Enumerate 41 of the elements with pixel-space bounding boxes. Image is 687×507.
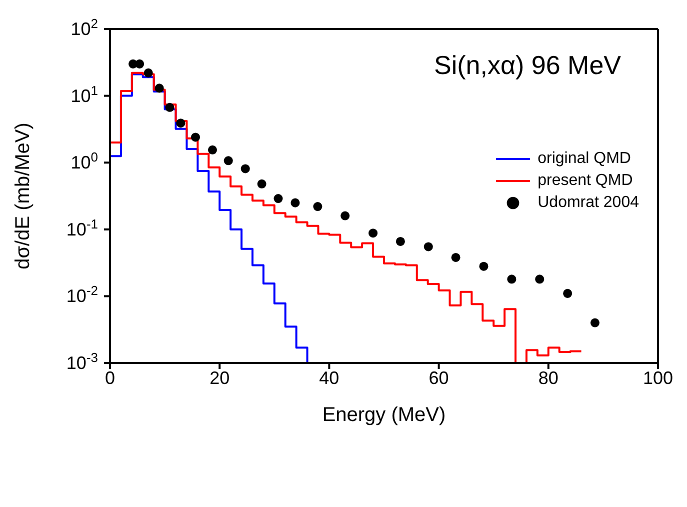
legend-label: Udomrat 2004 bbox=[538, 194, 639, 212]
point bbox=[144, 68, 153, 78]
point bbox=[313, 202, 322, 212]
x-tick-label: 20 bbox=[210, 368, 230, 388]
x-tick-label: 100 bbox=[642, 368, 674, 388]
point bbox=[479, 262, 488, 271]
x-tick-label: 40 bbox=[319, 368, 340, 388]
point bbox=[190, 132, 200, 142]
x-tick-label: 0 bbox=[104, 368, 116, 388]
point bbox=[535, 274, 544, 284]
point bbox=[507, 274, 516, 284]
point bbox=[240, 164, 250, 174]
point bbox=[165, 102, 174, 112]
text: Si(n,xα) 96 MeV bbox=[434, 50, 621, 81]
y-tick-label: 10$^{1}$ bbox=[70, 82, 98, 106]
point bbox=[424, 242, 433, 252]
point bbox=[340, 211, 350, 220]
point bbox=[257, 179, 266, 188]
x-axis-title: Energy (MeV) bbox=[322, 404, 446, 426]
point bbox=[451, 252, 460, 262]
x-tick-label: 80 bbox=[538, 368, 558, 388]
point bbox=[154, 84, 164, 93]
x-tick-label: 60 bbox=[428, 368, 449, 388]
y-tick-label: 10$^{-3}$ bbox=[66, 350, 98, 373]
point bbox=[590, 318, 600, 328]
point bbox=[290, 198, 300, 208]
point bbox=[274, 194, 283, 204]
point bbox=[563, 288, 572, 298]
point bbox=[135, 59, 144, 68]
y-axis-title: dσ/dE (mb/MeV) bbox=[12, 122, 34, 270]
point bbox=[368, 228, 378, 238]
y-tick-label: 10$^{-1}$ bbox=[66, 216, 98, 240]
legend-label: present QMD bbox=[538, 172, 633, 190]
y-tick-label: 10$^{0}$ bbox=[70, 149, 98, 173]
point bbox=[224, 156, 233, 166]
y-tick-label: 10$^{-2}$ bbox=[66, 282, 98, 306]
point bbox=[208, 145, 217, 154]
point bbox=[176, 118, 186, 128]
legend-label: original QMD bbox=[538, 150, 631, 168]
y-tick-label: 10$^{2}$ bbox=[70, 16, 98, 39]
point bbox=[396, 236, 405, 246]
